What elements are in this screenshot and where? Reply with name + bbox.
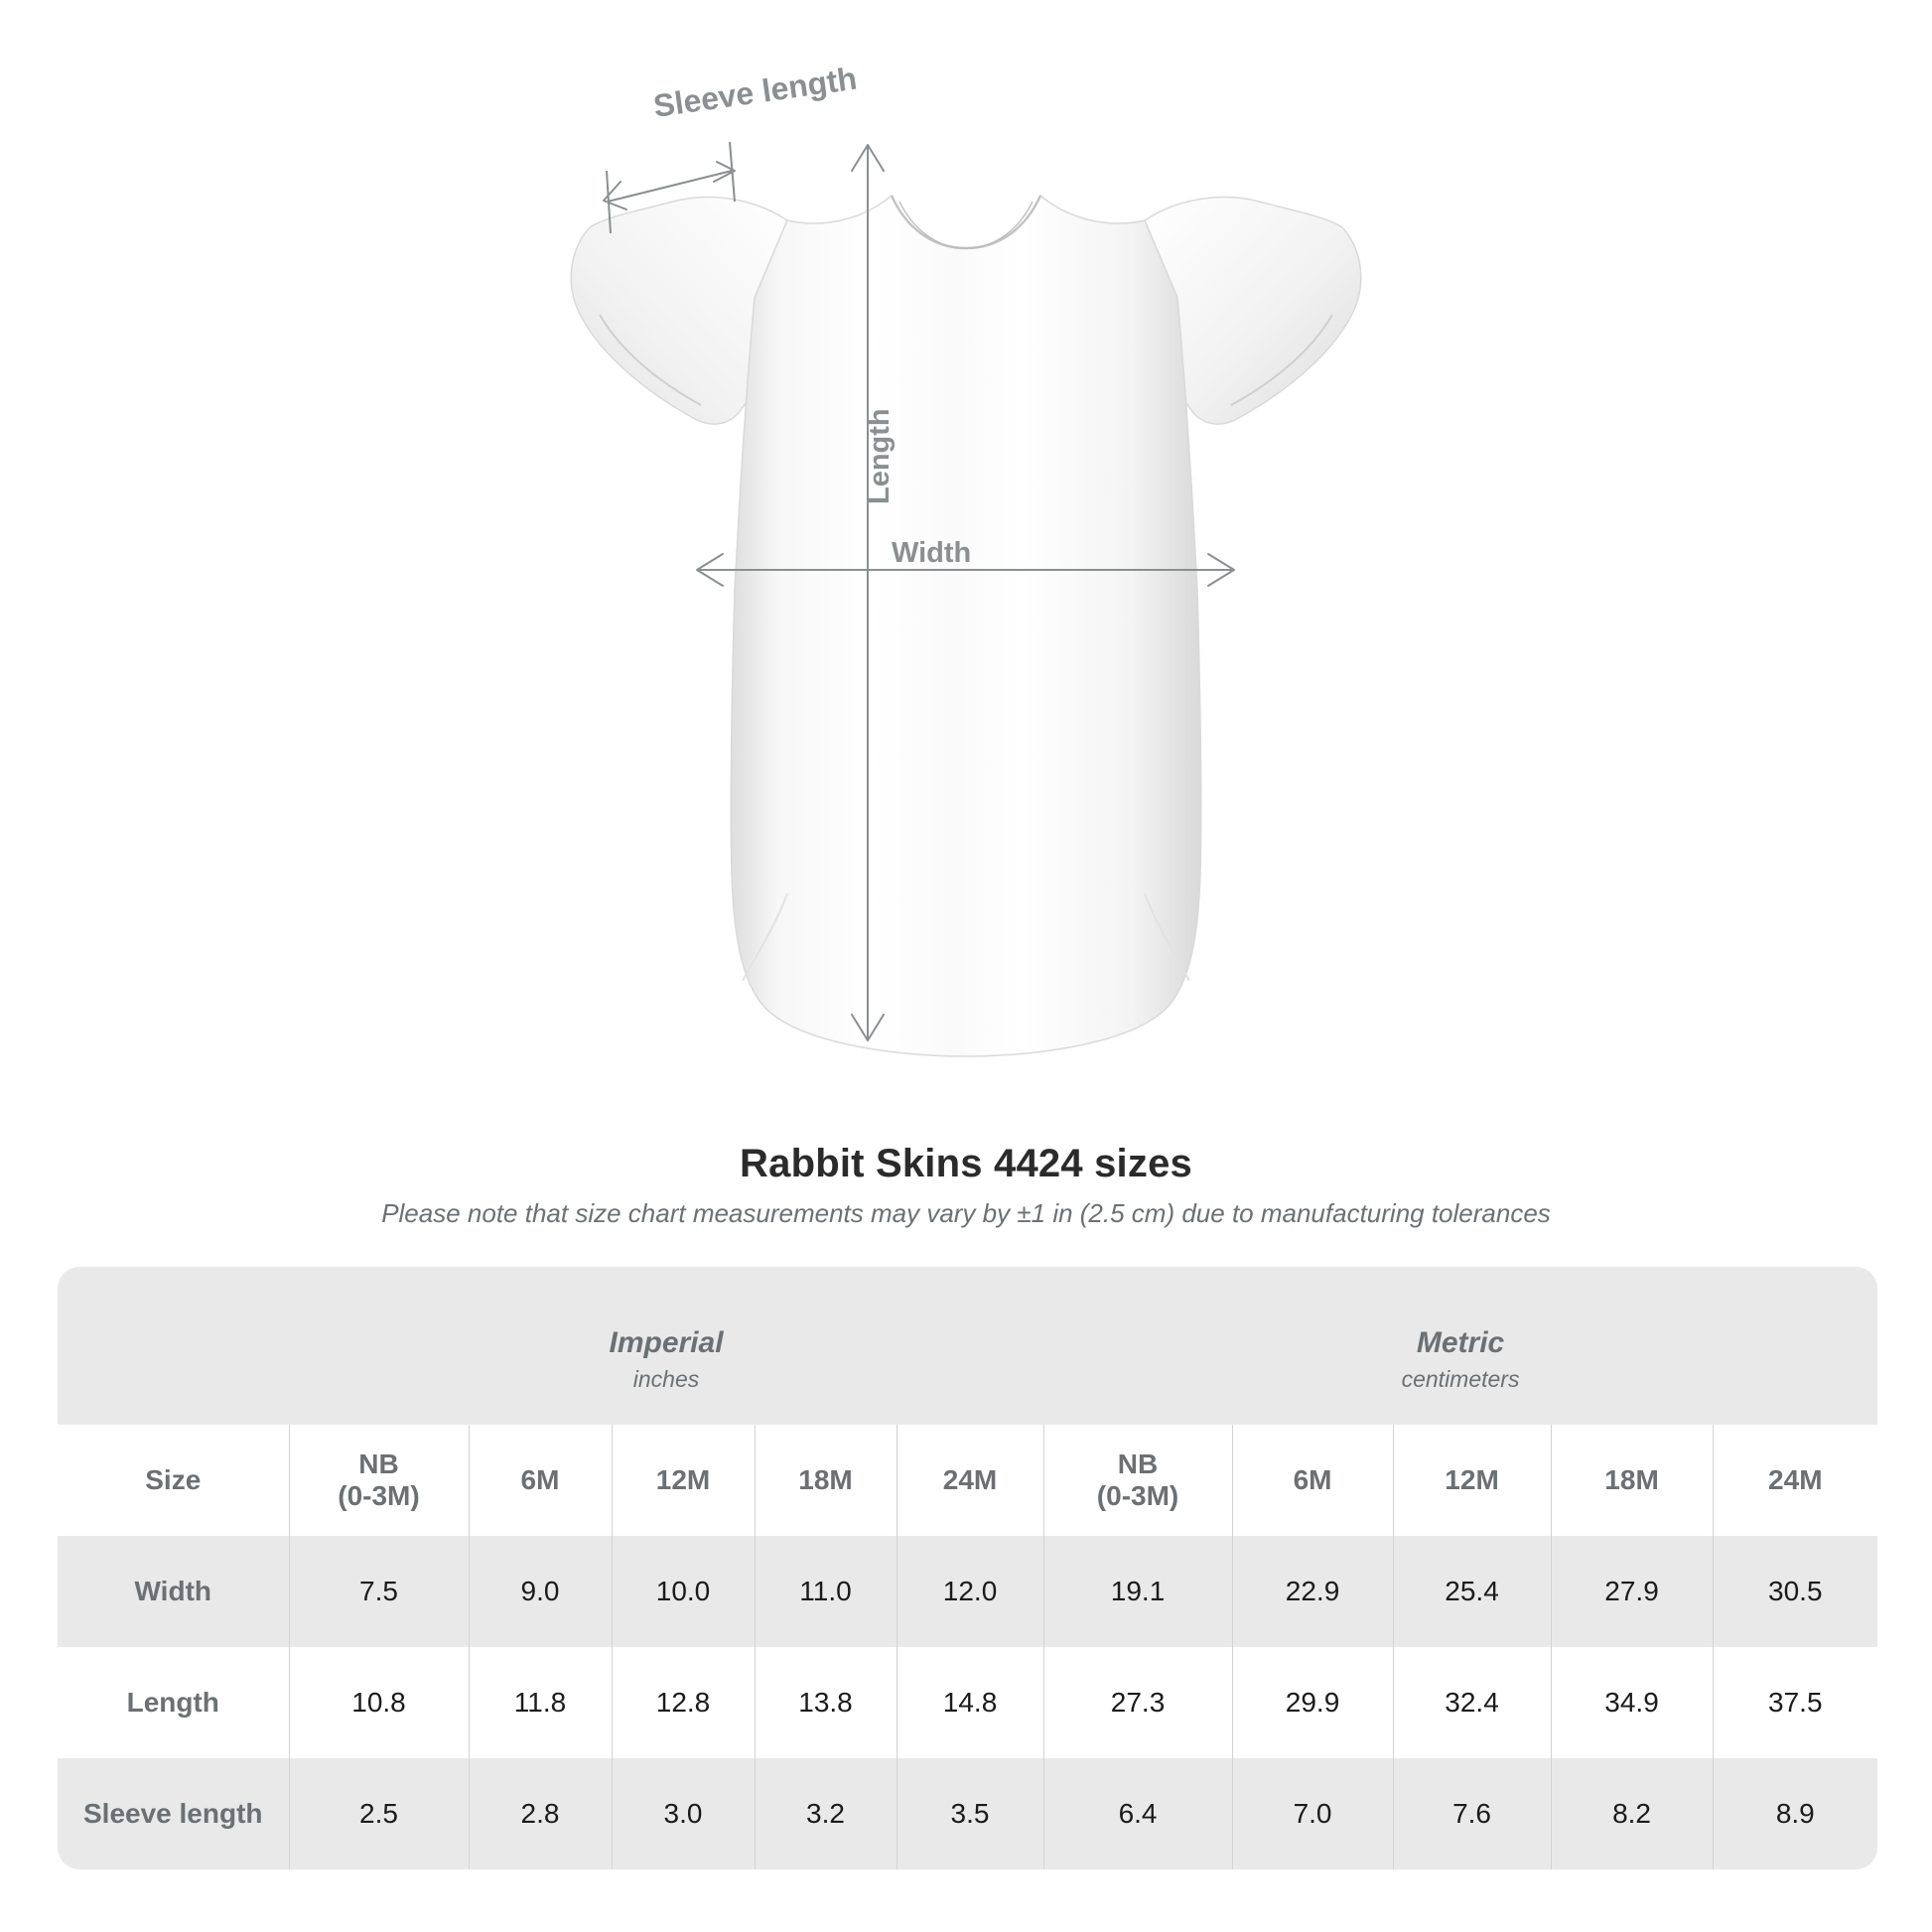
- svg-text:Length: Length: [864, 408, 896, 504]
- svg-text:Width: Width: [892, 537, 971, 569]
- svg-text:Sleeve length: Sleeve length: [651, 61, 859, 124]
